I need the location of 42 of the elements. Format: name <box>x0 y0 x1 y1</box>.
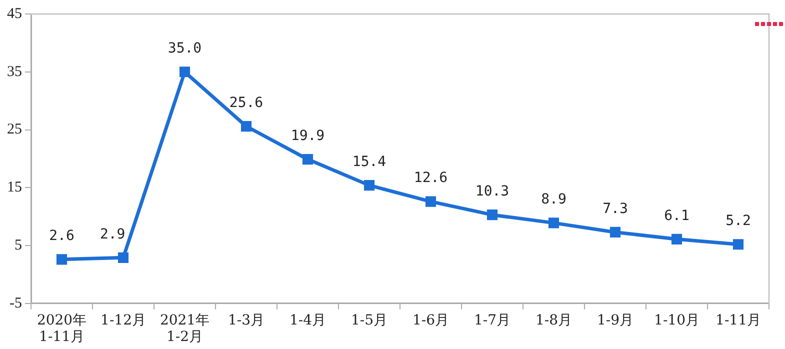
point <box>179 66 190 78</box>
text: 10.3 <box>475 183 510 200</box>
x-tick-label: 1-6月 <box>412 312 450 328</box>
text: 6.1 <box>664 208 690 224</box>
text: 25.6 <box>229 94 264 111</box>
point <box>732 239 744 250</box>
point <box>671 234 682 244</box>
point <box>240 121 252 132</box>
point <box>486 210 498 220</box>
x-tick-label: 1-10月 <box>654 312 700 328</box>
y-tick-label: -5 <box>10 295 22 312</box>
x-tick-label: 1-11月 <box>716 312 761 328</box>
y-tick-label: 35 <box>7 64 22 80</box>
text: 2.6 <box>49 228 74 244</box>
text: 5.2 <box>726 213 751 230</box>
point <box>364 180 375 191</box>
point <box>548 218 560 228</box>
point <box>610 226 621 238</box>
y-tick-label: 5 <box>14 237 22 254</box>
point <box>425 196 436 207</box>
y-tick-label: 45 <box>7 6 22 22</box>
x-tick-label: 1-4月 <box>289 312 326 328</box>
text: 2.9 <box>100 226 126 242</box>
y-tick-label: 25 <box>7 122 22 138</box>
point <box>56 254 68 265</box>
x-tick-label: 1-9月 <box>596 312 634 328</box>
text: 19.9 <box>290 128 325 144</box>
text: 15.4 <box>352 154 386 170</box>
text: 7.3 <box>602 200 628 217</box>
x-tick-label: 1-7月 <box>474 312 511 328</box>
x-tick-label: 1-3月 <box>228 312 265 328</box>
text: 12.6 <box>414 170 448 186</box>
point <box>118 252 129 263</box>
x-tick-label: 2021年 1-2月 <box>160 312 210 346</box>
y-tick-label: 15 <box>7 180 22 196</box>
text: 8.9 <box>541 192 566 208</box>
x-tick-label: 1-5月 <box>350 312 388 328</box>
text: 35.0 <box>168 40 202 57</box>
x-tick-label: 2020年 1-11月 <box>36 312 87 346</box>
x-tick-label: 1-12月 <box>100 312 146 328</box>
x-tick-label: 1-8月 <box>535 312 572 328</box>
point <box>302 154 314 165</box>
